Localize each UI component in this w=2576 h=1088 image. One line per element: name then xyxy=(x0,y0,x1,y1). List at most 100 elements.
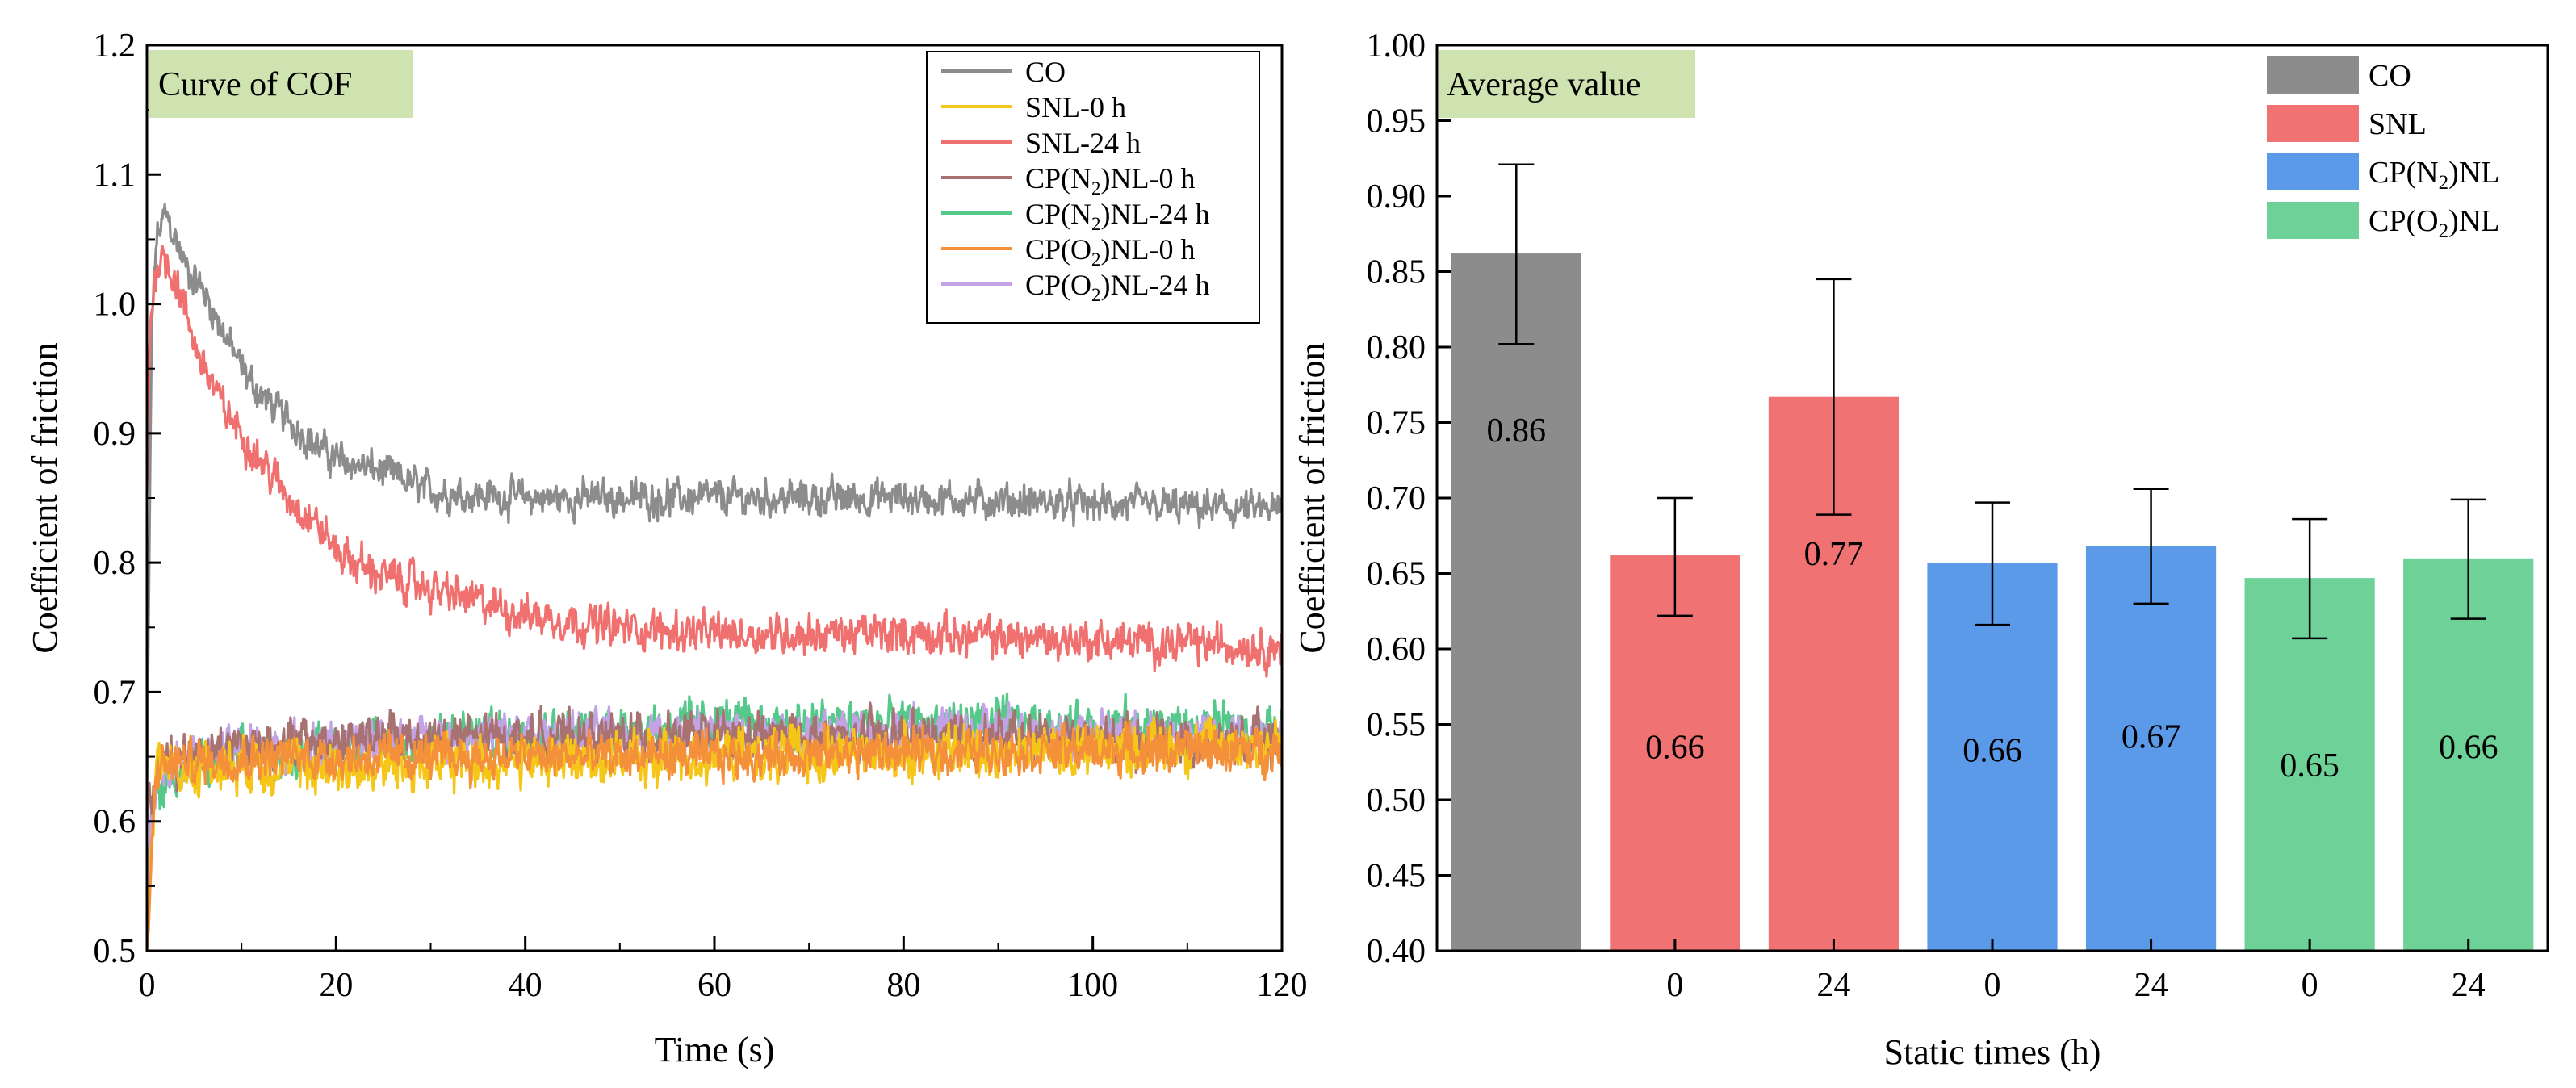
cof-legend-label-text: CP(N xyxy=(1025,198,1091,230)
average-value-legend-label-suffix: )NL xyxy=(2448,204,2499,238)
cof-curve-x-axis-label: Time (s) xyxy=(655,1030,775,1069)
average-value-legend-label-text: CP(O xyxy=(2369,204,2439,238)
cof-curve-chart: 0 20 40 60 80 100 1200.50.60.70.80.91.01.11.2 … xyxy=(25,27,1308,1069)
average-value-bar xyxy=(2244,578,2375,951)
average-value-x-tick-label: 24 xyxy=(1816,967,1850,1004)
cof-legend-label: CP(N2)NL-0 h xyxy=(1025,162,1196,199)
average-value-legend-swatch xyxy=(2267,202,2359,239)
average-value-y-axis-label: Coefficient of friction xyxy=(1292,342,1332,653)
cof-legend-label-text: SNL-24 h xyxy=(1025,127,1141,159)
average-value-chart: 0.86 0.66 0.77 0.66 0.67 0.65 0.66 0.40 0.45 0.5… xyxy=(1292,27,2549,1072)
cof-legend-label-text: CO xyxy=(1025,56,1066,88)
average-value-y-tick-label: 0.95 xyxy=(1367,103,1426,140)
average-value-bars: 0.86 0.66 0.77 0.66 0.67 0.65 0.66 xyxy=(1451,163,2534,952)
cof-curve-y-tick-label: 0.9 xyxy=(94,416,136,453)
average-value-y-tick-label: 0.45 xyxy=(1367,858,1426,895)
cof-legend-label-suffix: )NL-24 h xyxy=(1101,198,1210,230)
average-value-legend-swatch xyxy=(2267,153,2359,190)
cof-legend-label: CO xyxy=(1025,56,1066,88)
average-value-legend-label-text: CO xyxy=(2369,59,2411,93)
average-value-y-tick-label: 1.00 xyxy=(1367,27,1426,65)
average-value-legend-label: CP(N2)NL xyxy=(2369,156,2499,194)
average-value-legend-swatch xyxy=(2267,105,2359,142)
average-value-x-tick-label: 0 xyxy=(1984,967,2001,1004)
average-value-x-tick-label: 0 xyxy=(1666,967,1683,1004)
cof-legend-label: SNL-24 h xyxy=(1025,127,1141,159)
cof-curve-title: Curve of COF xyxy=(158,66,352,103)
cof-curve-x-tick-label: 40 xyxy=(509,967,542,1004)
average-value-legend-label-suffix: )NL xyxy=(2448,156,2499,190)
average-value-y-tick-label: 0.65 xyxy=(1367,556,1426,593)
cof-curve-y-tick-label: 0.8 xyxy=(94,545,136,582)
cof-legend-label-text: SNL-0 h xyxy=(1025,91,1126,123)
cof-legend-label-subscript: 2 xyxy=(1091,214,1101,234)
average-value-title: Average value xyxy=(1447,66,1641,103)
cof-legend-label-suffix: )NL-24 h xyxy=(1101,269,1210,301)
average-value-bar xyxy=(1927,563,2058,951)
average-value-data-label: 0.86 xyxy=(1487,412,1547,450)
cof-curve-x-tick-label: 100 xyxy=(1067,967,1118,1004)
cof-curve-x-tick-label: 120 xyxy=(1257,967,1308,1004)
cof-curve-y-tick-label: 1.2 xyxy=(94,27,136,65)
average-value-bar xyxy=(1610,555,1740,951)
cof-series-lines xyxy=(145,203,1284,952)
average-value-data-label: 0.66 xyxy=(2439,730,2499,767)
average-value-x-tick-label: 0 xyxy=(2302,967,2318,1004)
cof-curve-y-tick-label: 1.0 xyxy=(94,287,136,324)
cof-curve-y-tick-label: 0.6 xyxy=(94,804,136,841)
cof-legend-label-subscript: 2 xyxy=(1091,249,1101,270)
average-value-y-tick-label: 0.40 xyxy=(1367,933,1426,970)
cof-curve-x-tick-label: 60 xyxy=(697,967,731,1004)
cof-legend-label-text: CP(O xyxy=(1025,269,1091,301)
average-value-y-tick-label: 0.75 xyxy=(1367,405,1426,442)
cof-legend-label: CP(O2)NL-0 h xyxy=(1025,233,1196,270)
cof-curve-title-box xyxy=(149,50,413,118)
average-value-legend-label: CP(O2)NL xyxy=(2369,204,2499,242)
cof-legend-label-text: CP(O xyxy=(1025,233,1091,266)
average-value-y-tick-label: 0.90 xyxy=(1367,178,1426,216)
average-value-y-tick-label: 0.80 xyxy=(1367,329,1426,366)
cof-curve-y-tick-label: 1.1 xyxy=(94,157,136,194)
cof-curve-legend-box xyxy=(926,51,1260,324)
cof-curve-x-tick-label: 80 xyxy=(886,967,920,1004)
average-value-data-label: 0.67 xyxy=(2122,718,2181,755)
average-value-data-label: 0.65 xyxy=(2280,747,2339,785)
average-value-ticks: 0.40 0.45 0.50 0.55 0.60 0.65 0.70 0.75 0.80 0.85… xyxy=(1367,27,2486,1004)
average-value-x-axis-label: Static times (h) xyxy=(1884,1032,2101,1072)
average-value-data-label: 0.66 xyxy=(1645,730,1705,767)
average-value-x-tick-label: 24 xyxy=(2452,967,2486,1004)
cof-curve-x-tick-label: 0 xyxy=(139,967,156,1004)
average-value-y-tick-label: 0.60 xyxy=(1367,631,1426,668)
cof-legend-label: SNL-0 h xyxy=(1025,91,1126,123)
average-value-y-tick-label: 0.70 xyxy=(1367,480,1426,517)
cof-curve-ticks: 0 20 40 60 80 100 120 0.5 0.6 0.7 0.8 0.9 1.0 1.1 1.2 xyxy=(94,27,1308,1004)
cof-legend-label-suffix: )NL-0 h xyxy=(1101,233,1196,266)
cof-curve-x-tick-label: 20 xyxy=(319,967,353,1004)
average-value-data-label: 0.77 xyxy=(1804,536,1864,573)
cof-legend-label-subscript: 2 xyxy=(1091,178,1101,199)
average-value-y-tick-label: 0.55 xyxy=(1367,707,1426,744)
average-value-y-tick-label: 0.85 xyxy=(1367,254,1426,291)
average-value-legend-label: SNL xyxy=(2369,107,2427,141)
average-value-y-tick-label: 0.50 xyxy=(1367,782,1426,819)
cof-curve-y-axis-label: Coefficient of friction xyxy=(25,342,65,653)
cof-curve-y-tick-label: 0.7 xyxy=(94,674,136,711)
cof-legend-label-text: CP(N xyxy=(1025,162,1091,195)
cof-series-line xyxy=(145,719,1284,952)
cof-legend-label: CP(N2)NL-24 h xyxy=(1025,198,1210,234)
cof-legend-label-suffix: )NL-0 h xyxy=(1101,162,1196,195)
cof-legend-label: CP(O2)NL-24 h xyxy=(1025,269,1210,305)
average-value-x-tick-label: 24 xyxy=(2134,967,2168,1004)
average-value-bar xyxy=(2403,558,2534,951)
cof-legend-label-subscript: 2 xyxy=(1091,285,1101,305)
average-value-bar xyxy=(1451,253,1581,951)
average-value-legend-label-text: SNL xyxy=(2369,107,2427,141)
cof-curve-y-tick-label: 0.5 xyxy=(94,933,136,970)
cof-series-line xyxy=(145,203,1284,800)
average-value-bar xyxy=(2085,546,2217,951)
average-value-legend-label-subscript: 2 xyxy=(2439,220,2449,242)
average-value-legend-label-text: CP(N xyxy=(2369,156,2439,190)
